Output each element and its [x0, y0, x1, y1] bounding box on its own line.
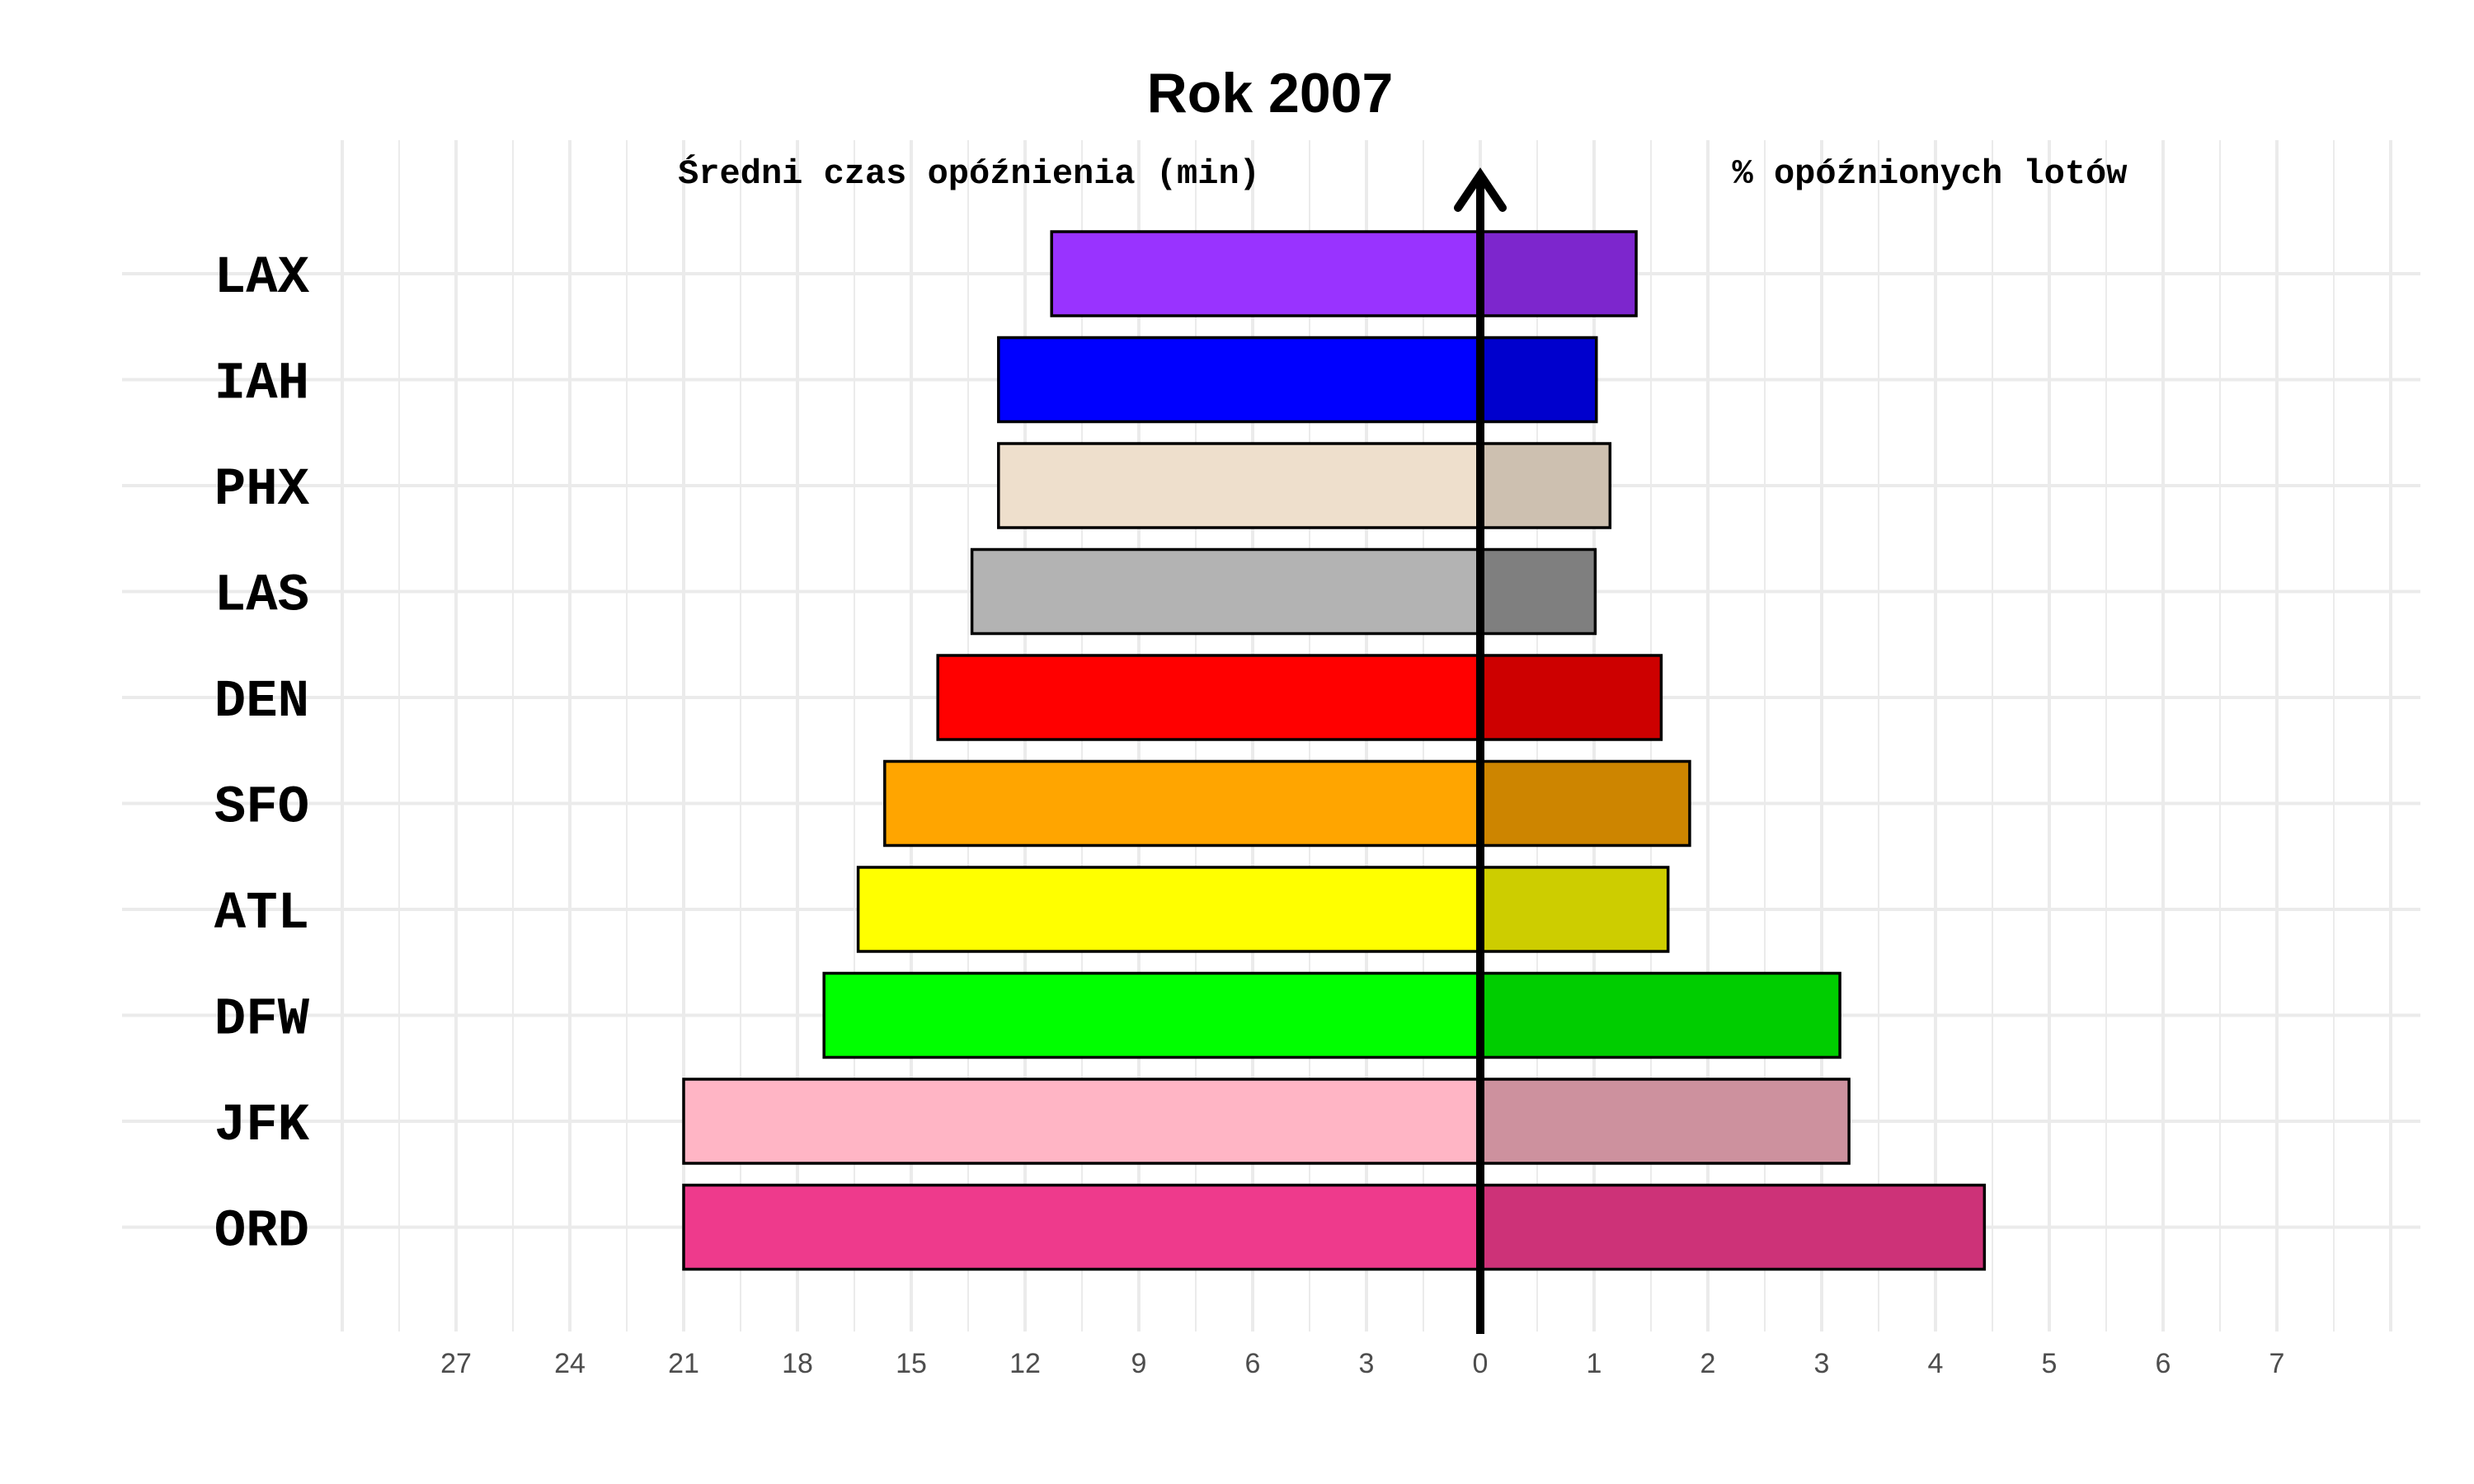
- left-axis-label: Średni czas opóźnienia (min): [678, 153, 1260, 194]
- category-label-iah: IAH: [214, 355, 309, 415]
- bar-percent-ord: [1479, 1183, 1987, 1271]
- right-axis-label: % opóźnionych lotów: [1733, 154, 2128, 194]
- bar-delay-atl: [856, 866, 1482, 953]
- bar-delay-den: [936, 654, 1482, 741]
- tick-label-left: 21: [668, 1348, 699, 1379]
- tick-label-left: 0: [1473, 1348, 1489, 1379]
- bar-percent-atl: [1479, 866, 1670, 953]
- bar-percent-dfw: [1479, 971, 1841, 1059]
- category-label-ord: ORD: [214, 1203, 309, 1262]
- bar-delay-jfk: [682, 1078, 1482, 1165]
- tick-label-right: 2: [1700, 1348, 1716, 1379]
- bar-delay-sfo: [883, 759, 1482, 848]
- category-label-atl: ATL: [214, 885, 309, 944]
- category-label-las: LAS: [214, 567, 309, 627]
- bar-percent-las: [1479, 547, 1597, 636]
- tick-label-left: 18: [782, 1348, 813, 1379]
- category-label-phx: PHX: [214, 461, 310, 520]
- tick-label-right: 3: [1814, 1348, 1830, 1379]
- category-label-dfw: DFW: [214, 991, 310, 1050]
- tick-label-left: 9: [1131, 1348, 1147, 1379]
- bar-delay-phx: [997, 442, 1482, 529]
- bar-percent-jfk: [1479, 1078, 1851, 1165]
- tick-labels: 27 24 21 18 15 12 9 6 3 0 1 2 3 4 5 6 7: [440, 1348, 2284, 1379]
- bar-percent-phx: [1479, 442, 1612, 529]
- bar-percent-iah: [1479, 336, 1598, 424]
- tick-label-left: 15: [896, 1348, 927, 1379]
- center-axis: [1454, 167, 1507, 1334]
- category-label-sfo: SFO: [214, 779, 309, 838]
- tick-label-left: 3: [1359, 1348, 1375, 1379]
- axis-arrow-icon: [1454, 167, 1507, 212]
- category-label-jfk: JFK: [214, 1097, 310, 1156]
- category-label-lax: LAX: [214, 249, 310, 308]
- chart-title: Rok 2007: [1147, 62, 1394, 124]
- bars-group: [682, 230, 1987, 1271]
- tick-label-left: 27: [440, 1348, 472, 1379]
- tick-label-right: 1: [1587, 1348, 1602, 1379]
- category-label-den: DEN: [214, 673, 309, 732]
- tick-label-right: 7: [2269, 1348, 2285, 1379]
- tick-label-left: 6: [1245, 1348, 1261, 1379]
- tick-label-right: 6: [2156, 1348, 2171, 1379]
- bar-delay-ord: [682, 1183, 1482, 1271]
- bar-percent-den: [1479, 654, 1663, 741]
- bar-delay-dfw: [822, 971, 1482, 1059]
- bar-delay-las: [970, 547, 1482, 636]
- bar-percent-lax: [1479, 230, 1638, 317]
- category-labels: LAX IAH PHX LAS DEN SFO ATL DFW JFK ORD: [214, 249, 310, 1262]
- tick-label-left: 12: [1009, 1348, 1041, 1379]
- bar-delay-iah: [997, 336, 1482, 424]
- bar-delay-lax: [1050, 230, 1482, 317]
- tick-label-right: 5: [2042, 1348, 2058, 1379]
- tick-label-left: 24: [554, 1348, 586, 1379]
- tick-label-right: 4: [1928, 1348, 1944, 1379]
- bar-percent-sfo: [1479, 759, 1691, 848]
